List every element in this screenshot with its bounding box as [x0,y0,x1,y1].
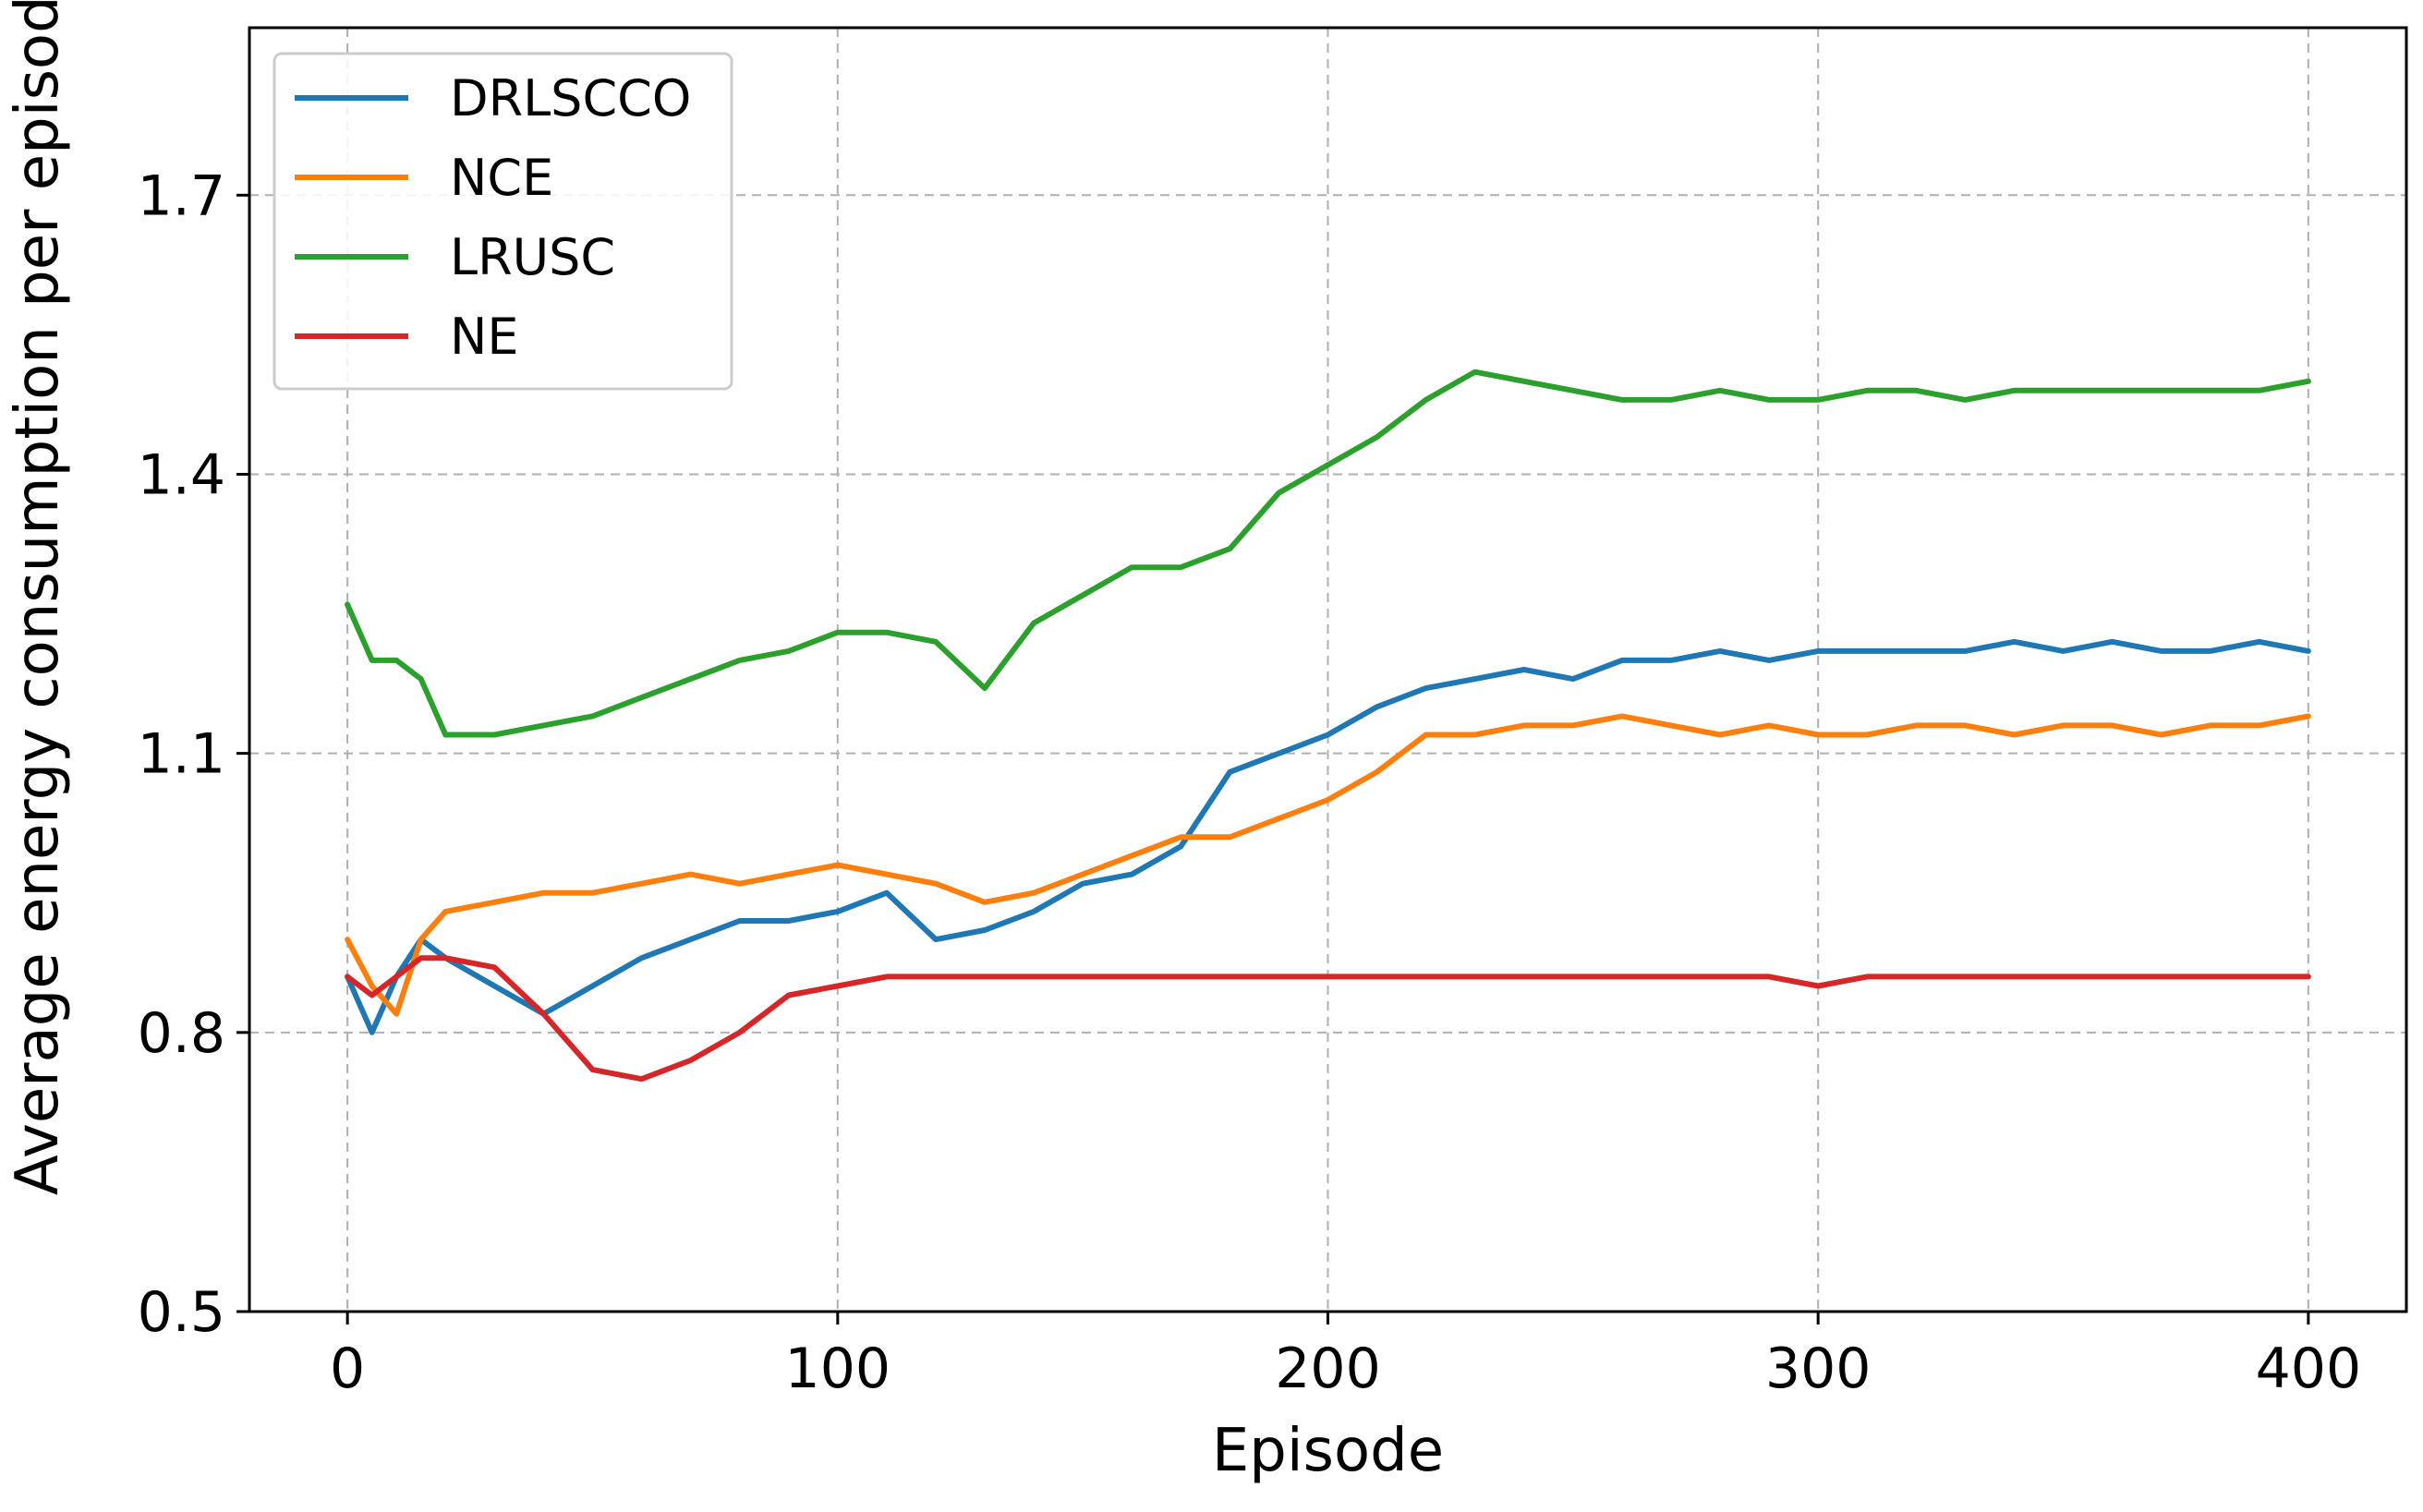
x-axis-label: Episode [1212,1417,1444,1485]
legend-label: DRLSCCO [450,69,691,127]
y-tick-label: 1.1 [138,722,225,787]
x-tick-label: 200 [1275,1337,1381,1401]
y-axis-label: Average energy consumption per episode [4,0,72,1195]
x-tick-label: 100 [785,1337,891,1401]
y-tick-label: 1.4 [138,442,225,507]
legend: DRLSCCO NCE LRUSC NE [273,52,733,391]
axis-ticks: 0 100 200 300 400 0.5 0.8 1.1 1.4 1.7 [138,163,2362,1401]
y-tick-label: 0.8 [138,1001,225,1066]
series-lines [345,369,2311,1083]
legend-label: LRUSC [450,228,615,286]
series-line-drlscco [345,638,2311,1035]
y-tick-label: 1.7 [138,163,225,228]
series-line-lrusc [345,369,2311,738]
legend-label: NE [450,308,519,366]
legend-label: NCE [450,149,553,207]
series-line-ne [345,955,2311,1083]
x-tick-label: 300 [1765,1337,1872,1401]
series-line-nce [345,713,2311,1017]
legend-box [273,52,733,391]
x-tick-label: 0 [330,1337,365,1401]
x-tick-label: 400 [2256,1337,2362,1401]
y-tick-label: 0.5 [138,1280,225,1345]
